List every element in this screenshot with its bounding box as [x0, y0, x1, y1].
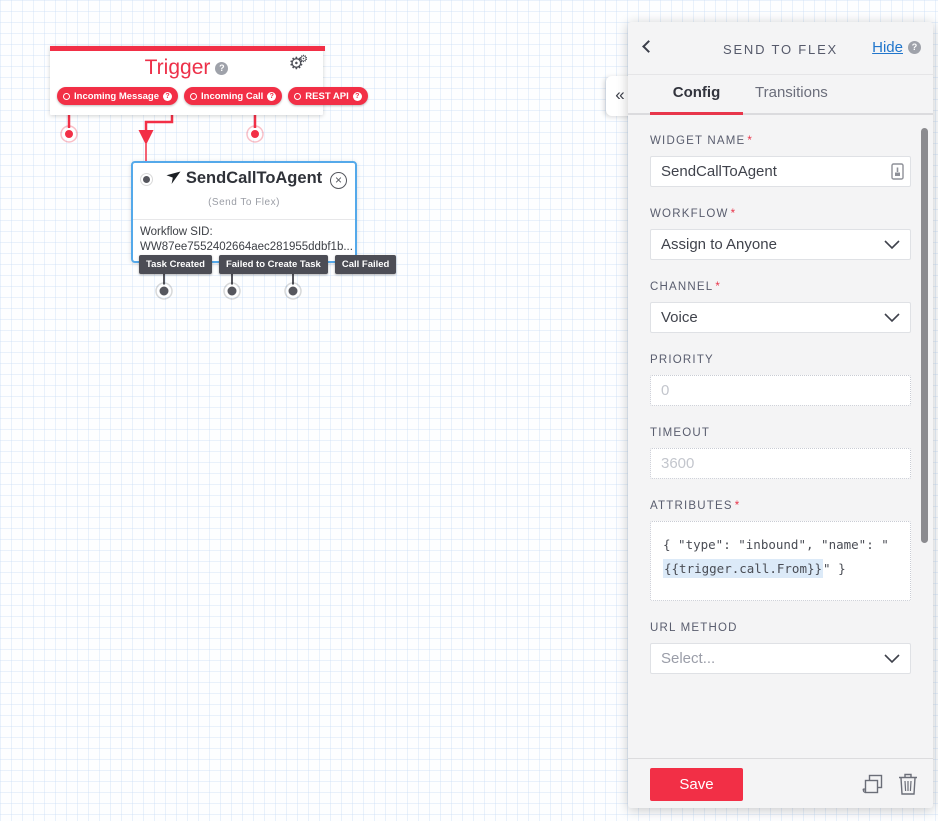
field-label-url-method: URL METHOD	[650, 622, 738, 634]
save-button[interactable]: Save	[650, 768, 743, 801]
chevron-down-icon	[884, 313, 900, 323]
help-icon[interactable]: ?	[163, 91, 172, 101]
collapse-icon: «	[615, 85, 625, 104]
hide-link[interactable]: Hide	[872, 39, 903, 56]
help-icon[interactable]: ?	[267, 91, 277, 101]
trigger-pill-rest-api[interactable]: REST API ?	[288, 87, 368, 105]
task-created-connector-dot[interactable]	[157, 284, 171, 298]
failed-to-create-task-connector-dot[interactable]	[225, 284, 239, 298]
connector-port-icon[interactable]	[190, 92, 197, 100]
field-label-timeout: TIMEOUT	[650, 427, 711, 439]
transition-tag-task-created[interactable]: Task Created	[139, 255, 212, 274]
edit-icon[interactable]	[891, 163, 904, 180]
connector-halo	[60, 125, 78, 143]
send-to-flex-widget[interactable]: SendCallToAgent × (Send To Flex) Workflo…	[131, 161, 397, 274]
help-icon[interactable]: ?	[908, 41, 921, 55]
gear-icon[interactable]: ⚙⚙	[288, 54, 308, 73]
widget-title: SendCallToAgent	[185, 169, 323, 187]
duplicate-icon[interactable]	[861, 772, 885, 796]
call-failed-connector-dot[interactable]	[286, 284, 300, 298]
close-icon[interactable]: ×	[330, 172, 347, 189]
inspector-panel: SEND TO FLEX Hide? Config Transitions WI…	[628, 22, 933, 808]
trigger-widget[interactable]: Trigger? ⚙⚙ Incoming Message ? Incoming …	[50, 46, 368, 115]
widget-input-connector-dot[interactable]	[141, 174, 152, 185]
widget-subtitle: (Send To Flex)	[208, 197, 280, 208]
connector-halo	[246, 125, 264, 143]
chevron-down-icon	[884, 654, 900, 664]
liquid-variable-highlight: {{trigger.call.From}}	[663, 559, 824, 579]
panel-scrollbar[interactable]	[921, 128, 928, 543]
tab-transitions[interactable]: Transitions	[755, 84, 828, 101]
timeout-input[interactable]	[650, 448, 911, 479]
field-label-channel: CHANNEL *	[650, 281, 722, 293]
workflow-select[interactable]: Assign to Anyone	[650, 229, 911, 260]
incoming-message-connector-dot[interactable]	[63, 128, 75, 140]
chevron-down-icon	[884, 240, 900, 250]
field-label-widget-name: WIDGET NAME *	[650, 135, 754, 147]
trigger-accent-bar	[50, 46, 325, 51]
flex-icon	[166, 171, 181, 184]
tab-config[interactable]: Config	[672, 84, 721, 101]
rest-api-connector-dot[interactable]	[249, 128, 261, 140]
field-label-attributes: ATTRIBUTES *	[650, 500, 741, 512]
tab-bar: Config Transitions	[628, 75, 933, 115]
widget-name-input[interactable]	[650, 156, 911, 187]
help-icon[interactable]: ?	[215, 61, 229, 75]
connector-port-icon[interactable]	[63, 92, 70, 100]
attributes-textarea[interactable]: { "type": "inbound", "name": " {{trigger.…	[650, 521, 911, 601]
widget-body: Workflow SID: WW87ee7552402664aec281955d…	[140, 226, 353, 253]
trash-icon[interactable]	[897, 772, 919, 796]
connector-port-icon[interactable]	[294, 92, 302, 100]
transition-tag-call-failed[interactable]: Call Failed	[334, 255, 397, 274]
url-method-select[interactable]: Select...	[650, 643, 911, 674]
trigger-pill-incoming-message[interactable]: Incoming Message ?	[57, 87, 178, 105]
trigger-pill-incoming-call[interactable]: Incoming Call ?	[184, 87, 283, 105]
help-icon[interactable]: ?	[352, 91, 362, 101]
panel-footer: Save	[628, 758, 933, 808]
field-label-workflow: WORKFLOW *	[650, 208, 737, 220]
config-form: WIDGET NAME* WORKFLOW* Assign to Anyone …	[628, 115, 933, 758]
divider	[133, 219, 355, 220]
panel-title: SEND TO FLEX	[722, 42, 839, 57]
panel-header: SEND TO FLEX Hide?	[628, 22, 933, 75]
active-tab-indicator	[650, 112, 743, 115]
channel-select[interactable]: Voice	[650, 302, 911, 333]
connector-lines	[60, 104, 302, 300]
priority-input[interactable]	[650, 375, 911, 406]
trigger-title: Trigger	[144, 56, 211, 79]
field-label-priority: PRIORITY	[650, 354, 714, 366]
transition-tag-failed-to-create-task[interactable]: Failed to Create Task	[218, 255, 328, 274]
